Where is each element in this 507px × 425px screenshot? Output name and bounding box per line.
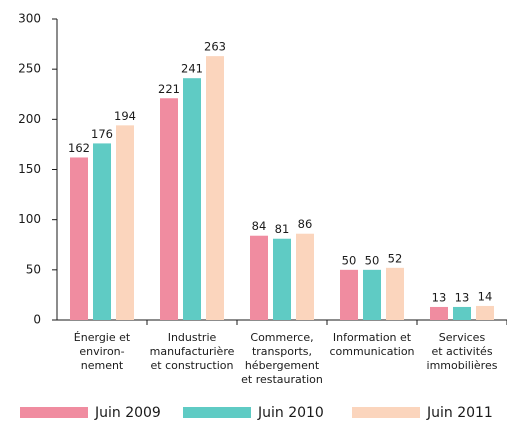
legend-swatch — [352, 407, 420, 418]
value-label: 241 — [181, 62, 203, 76]
y-tick-label: 200 — [18, 112, 41, 126]
bar — [160, 98, 178, 320]
x-tick-label: immobilières — [427, 359, 498, 372]
bar — [183, 78, 201, 321]
y-tick-label: 50 — [26, 262, 41, 276]
bar — [386, 267, 404, 320]
bar — [273, 238, 291, 320]
x-tick-label: environ- — [79, 345, 124, 358]
value-label: 194 — [114, 109, 136, 123]
x-tick-label: et restauration — [241, 373, 323, 386]
x-tick-label: Industrie — [168, 331, 217, 344]
x-tick-label: hébergement — [245, 359, 320, 372]
x-tick-label: et activités — [431, 345, 492, 358]
value-label: 13 — [432, 290, 447, 304]
value-label: 162 — [68, 141, 90, 155]
y-tick-label: 150 — [18, 162, 41, 176]
value-label: 52 — [388, 251, 403, 265]
bar — [116, 125, 134, 320]
bar — [363, 269, 381, 320]
value-label: 81 — [275, 222, 290, 236]
legend-label: Juin 2011 — [426, 405, 493, 421]
value-label: 176 — [91, 127, 113, 141]
y-tick-label: 100 — [18, 212, 41, 226]
value-label: 13 — [455, 290, 470, 304]
value-label: 84 — [252, 219, 267, 233]
value-label: 14 — [478, 289, 493, 303]
value-label: 50 — [342, 253, 357, 267]
value-label: 86 — [298, 217, 313, 231]
x-tick-label: Énergie et — [74, 331, 131, 344]
legend-swatch — [20, 407, 88, 418]
x-tick-label: communication — [329, 345, 414, 358]
x-tick-label: Commerce, — [250, 331, 313, 344]
x-tick-label: nement — [81, 359, 124, 372]
x-tick-label: transports, — [252, 345, 312, 358]
y-tick-label: 0 — [33, 313, 41, 327]
bar — [340, 269, 358, 320]
bar — [430, 306, 448, 320]
bar — [453, 306, 471, 320]
x-tick-label: Information et — [333, 331, 412, 344]
bar — [93, 143, 111, 320]
bar — [250, 235, 268, 320]
legend-label: Juin 2009 — [94, 405, 161, 421]
value-label: 221 — [158, 82, 180, 96]
bar — [476, 305, 494, 320]
y-tick-label: 250 — [18, 62, 41, 76]
value-label: 50 — [365, 253, 380, 267]
bar — [70, 157, 88, 320]
x-tick-label: et construction — [151, 359, 234, 372]
y-tick-label: 300 — [18, 12, 41, 26]
bar — [206, 56, 224, 321]
bar — [296, 233, 314, 320]
x-tick-label: manufacturière — [150, 345, 235, 358]
legend-swatch — [183, 407, 251, 418]
x-tick-label: Services — [439, 331, 486, 344]
legend-label: Juin 2010 — [257, 405, 324, 421]
value-label: 263 — [204, 40, 226, 54]
